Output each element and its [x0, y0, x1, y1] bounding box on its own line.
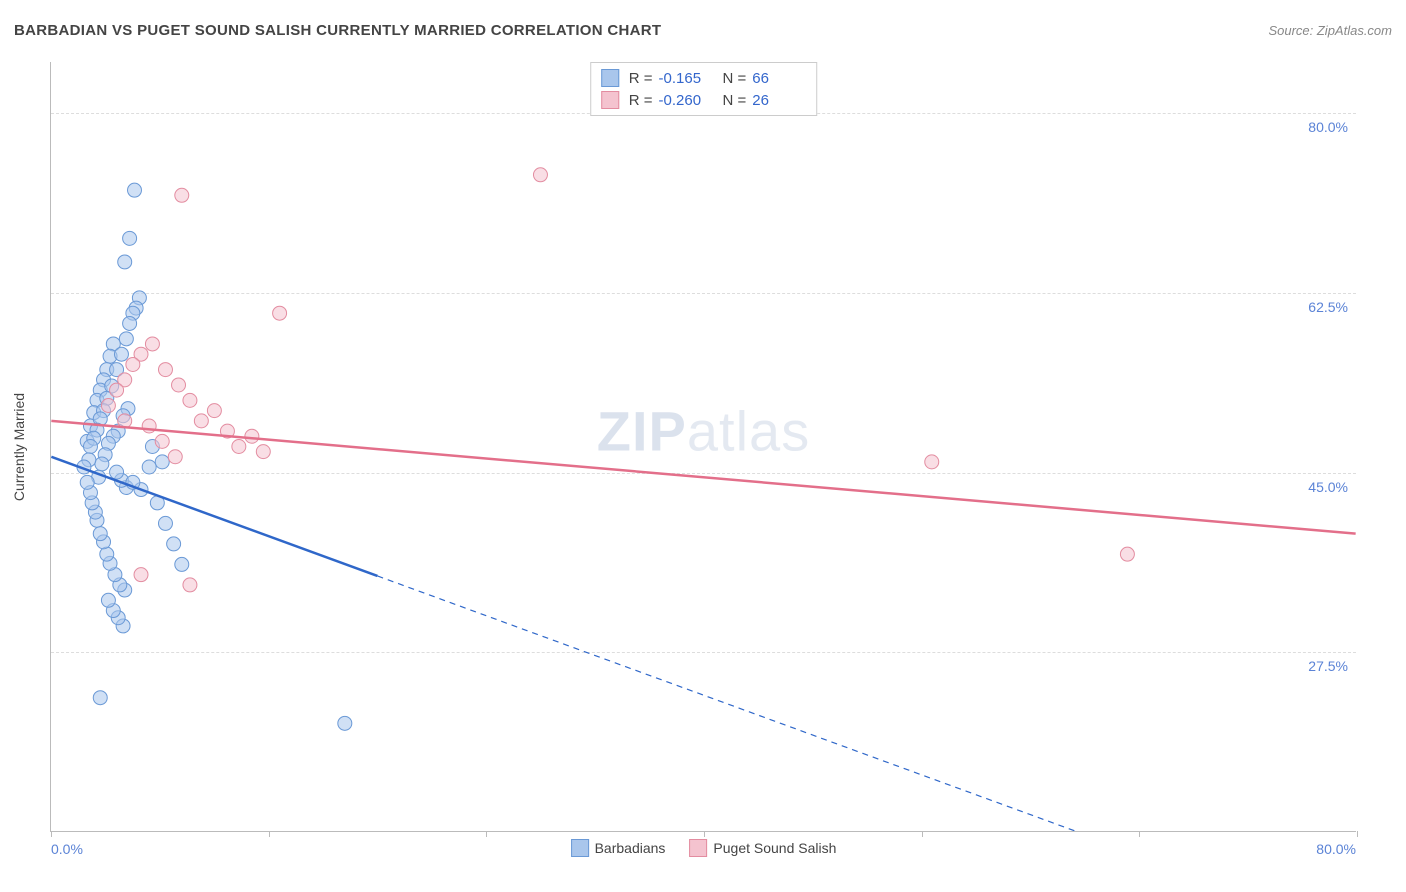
- legend-swatch-pink: [601, 91, 619, 109]
- data-point: [183, 393, 197, 407]
- data-point: [232, 440, 246, 454]
- x-tick: [704, 831, 705, 837]
- chart-title: BARBADIAN VS PUGET SOUND SALISH CURRENTL…: [14, 22, 661, 39]
- chart-plot-area: Currently Married ZIPatlas 27.5%45.0%62.…: [50, 62, 1356, 832]
- legend-item-salish: Puget Sound Salish: [689, 839, 836, 857]
- data-point: [175, 188, 189, 202]
- data-point: [142, 460, 156, 474]
- legend-swatch-blue: [571, 839, 589, 857]
- header: BARBADIAN VS PUGET SOUND SALISH CURRENTL…: [14, 22, 1392, 39]
- data-point: [101, 398, 115, 412]
- data-point: [93, 691, 107, 705]
- legend-label-barbadians: Barbadians: [595, 840, 666, 856]
- data-point: [338, 716, 352, 730]
- n-value-1: 66: [752, 70, 806, 87]
- x-tick: [1357, 831, 1358, 837]
- r-value-2: -0.260: [659, 92, 713, 109]
- data-point: [119, 332, 133, 346]
- data-point: [168, 450, 182, 464]
- y-axis-title: Currently Married: [11, 392, 27, 500]
- data-point: [175, 557, 189, 571]
- data-point: [194, 414, 208, 428]
- x-axis-max-label: 80.0%: [1316, 841, 1356, 857]
- data-point: [183, 578, 197, 592]
- data-point: [158, 363, 172, 377]
- n-label: N =: [723, 70, 747, 87]
- data-point: [145, 337, 159, 351]
- data-point: [93, 527, 107, 541]
- data-point: [126, 357, 140, 371]
- legend-row-1: R = -0.165 N = 66: [601, 67, 807, 89]
- data-point: [155, 455, 169, 469]
- legend-item-barbadians: Barbadians: [571, 839, 666, 857]
- data-point: [83, 440, 97, 454]
- x-tick: [486, 831, 487, 837]
- data-point: [110, 383, 124, 397]
- r-value-1: -0.165: [659, 70, 713, 87]
- r-label: R =: [629, 92, 653, 109]
- legend-swatch-pink: [689, 839, 707, 857]
- data-point: [110, 465, 124, 479]
- data-point: [155, 434, 169, 448]
- source-site: ZipAtlas.com: [1317, 23, 1392, 38]
- n-label: N =: [723, 92, 747, 109]
- data-point: [925, 455, 939, 469]
- data-point: [128, 183, 142, 197]
- series-legend: Barbadians Puget Sound Salish: [571, 839, 837, 857]
- data-point: [123, 231, 137, 245]
- data-point: [118, 255, 132, 269]
- legend-row-2: R = -0.260 N = 26: [601, 89, 807, 111]
- data-point: [273, 306, 287, 320]
- n-value-2: 26: [752, 92, 806, 109]
- data-point: [245, 429, 259, 443]
- data-point: [101, 593, 115, 607]
- x-tick: [51, 831, 52, 837]
- data-point: [167, 537, 181, 551]
- r-label: R =: [629, 70, 653, 87]
- data-point: [172, 378, 186, 392]
- data-point: [95, 457, 109, 471]
- x-axis-min-label: 0.0%: [51, 841, 83, 857]
- scatter-svg: [51, 62, 1356, 831]
- x-tick: [922, 831, 923, 837]
- data-point: [256, 445, 270, 459]
- data-point: [158, 516, 172, 530]
- data-point: [100, 547, 114, 561]
- data-point: [1120, 547, 1134, 561]
- x-tick: [1139, 831, 1140, 837]
- data-point: [207, 404, 221, 418]
- data-point: [533, 168, 547, 182]
- source-attribution: Source: ZipAtlas.com: [1268, 23, 1392, 38]
- data-point: [123, 316, 137, 330]
- data-point: [114, 347, 128, 361]
- x-tick: [269, 831, 270, 837]
- legend-swatch-blue: [601, 69, 619, 87]
- source-label: Source:: [1268, 23, 1316, 38]
- legend-label-salish: Puget Sound Salish: [713, 840, 836, 856]
- data-point: [134, 568, 148, 582]
- data-point: [80, 475, 94, 489]
- correlation-legend: R = -0.165 N = 66 R = -0.260 N = 26: [590, 62, 818, 116]
